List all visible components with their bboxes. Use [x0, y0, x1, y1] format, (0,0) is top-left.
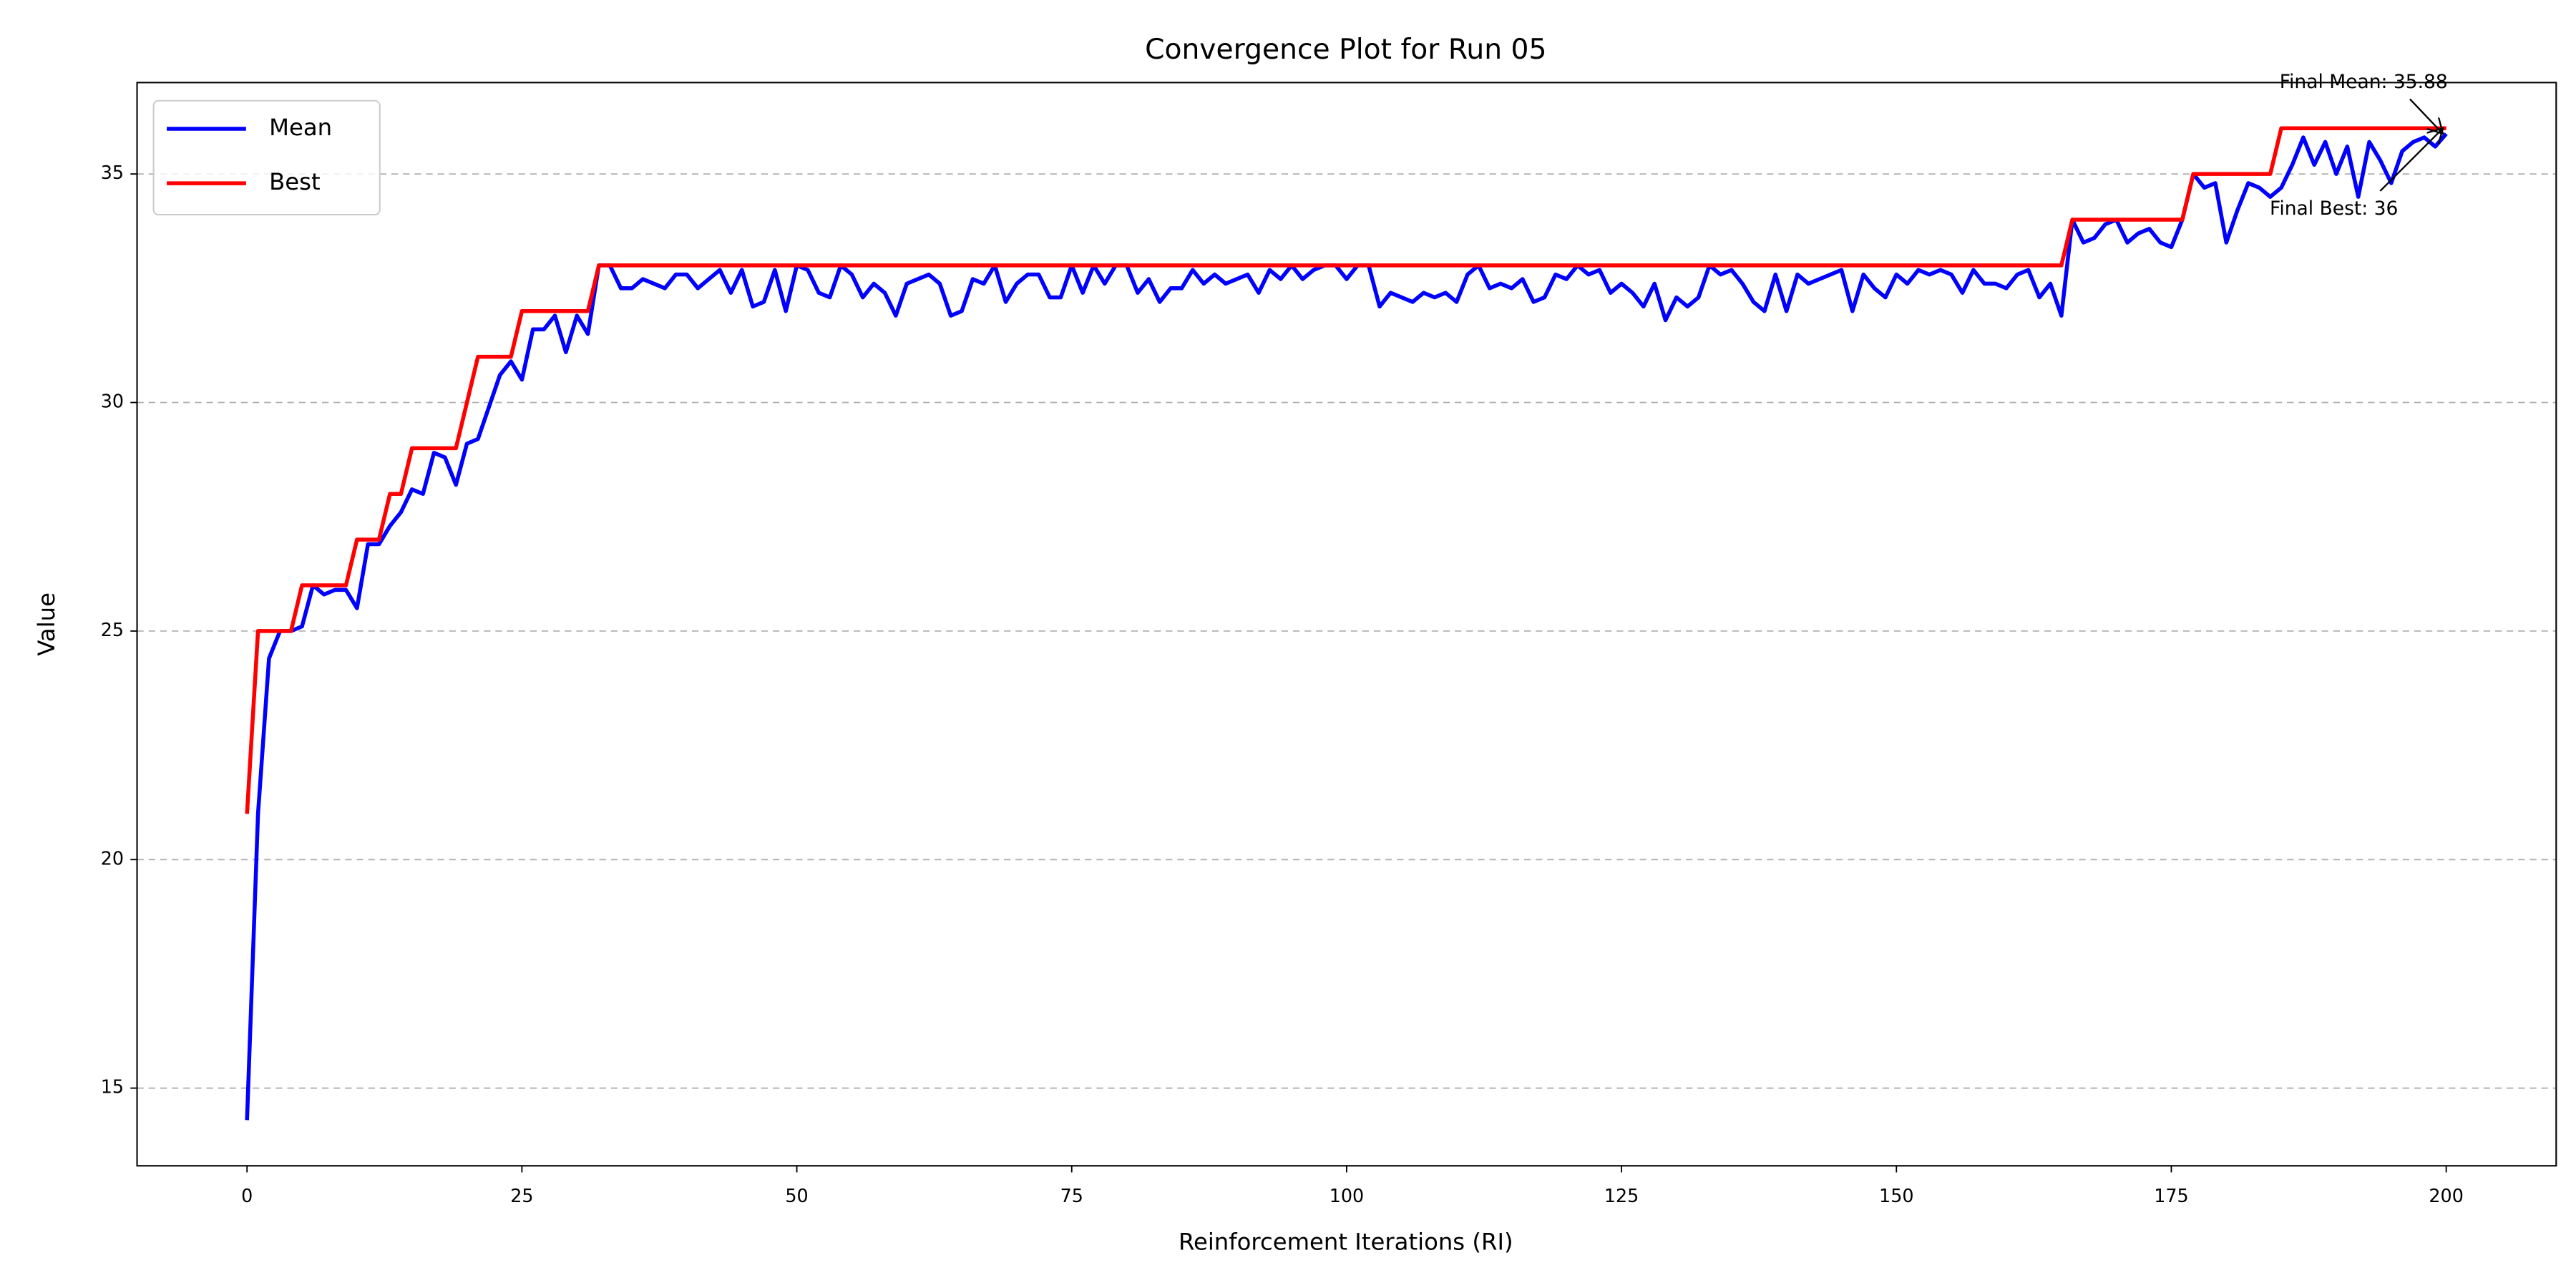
annotation-text: Final Mean: 35.88: [2280, 71, 2448, 93]
line-series: [245, 126, 2446, 814]
y-tick-label: 15: [101, 1076, 124, 1098]
x-tick-label: 75: [1060, 1185, 1083, 1206]
x-tick-label: 125: [1604, 1185, 1639, 1206]
annotation-arrow: [2379, 128, 2443, 192]
x-tick-label: 0: [241, 1185, 253, 1206]
legend-box: [152, 99, 381, 216]
x-tick-label: 50: [785, 1185, 808, 1206]
x-tick-label: 100: [1330, 1185, 1364, 1206]
legend-label: Mean: [269, 114, 332, 141]
chart-title: Convergence Plot for Run 05: [1145, 34, 1546, 66]
legend-label: Best: [269, 168, 321, 195]
y-tick-label: 30: [101, 391, 124, 412]
x-tick-label: 200: [2429, 1185, 2463, 1206]
x-axis-label: Reinforcement Iterations (RI): [1179, 1229, 1513, 1256]
line-series: [245, 132, 2448, 1121]
annotation-text: Final Best: 36: [2270, 197, 2398, 220]
x-tick-label: 175: [2154, 1185, 2188, 1206]
y-tick-label: 35: [101, 162, 124, 183]
x-tick-label: 150: [1879, 1185, 1913, 1206]
y-axis-label: Value: [33, 592, 60, 656]
plot-frame: [136, 82, 2557, 1167]
x-tick-label: 25: [510, 1185, 533, 1206]
y-tick-label: 25: [101, 619, 124, 640]
y-tick-label: 20: [101, 847, 124, 869]
